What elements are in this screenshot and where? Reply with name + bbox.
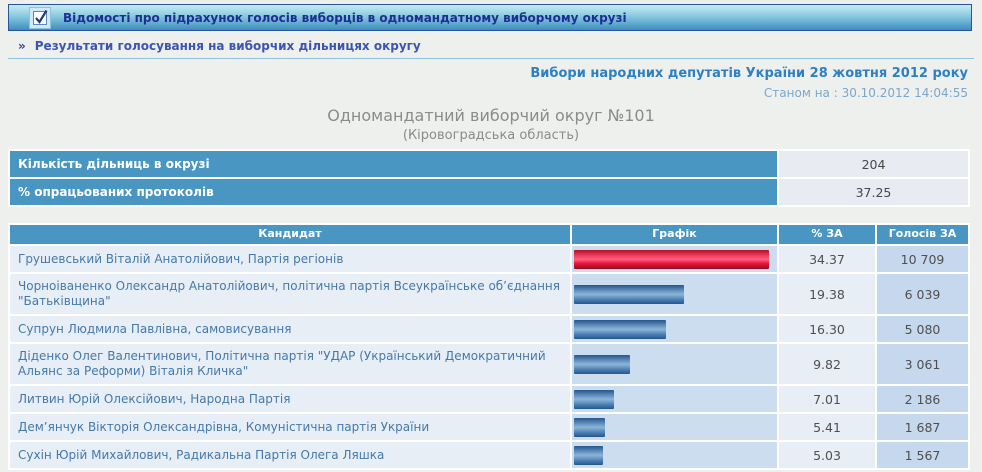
summary-value-protocols-percent: 37.25 [779,179,968,205]
table-row: Чорноіваненко Олександр Анатолійович, по… [10,274,968,314]
district-title: Одномандатний виборчий округ №101 [327,106,655,125]
percent-cell: 5.03 [779,442,875,468]
table-row: Сухін Юрій Михайлович, Радикальна Партія… [10,442,968,468]
district-region: (Кіровоградська область) [402,128,580,143]
result-bar [574,354,630,374]
result-bar [574,249,769,269]
checkbox-checked-icon [29,6,51,29]
percent-cell: 16.30 [779,316,875,342]
result-bar [574,417,605,437]
summary-table: Кількість дільниць в окрузі 204 % опраць… [8,149,970,207]
graph-cell [572,316,777,342]
graph-cell [572,344,777,384]
votes-cell: 1 687 [877,414,968,440]
page-header-bar: Відомості про підрахунок голосів виборці… [8,4,972,31]
results-table: Кандидат Графік % ЗА Голосів ЗА Грушевсь… [8,223,970,470]
table-row: Супрун Людмила Павлівна, самовисування 1… [10,316,968,342]
graph-cell [572,442,777,468]
column-header-percent: % ЗА [779,225,875,244]
percent-cell: 5.41 [779,414,875,440]
votes-cell: 6 039 [877,274,968,314]
candidate-cell: Литвин Юрій Олексійович, Народна Партія [10,386,570,412]
breadcrumb: » Результати голосування на виборчих діль… [8,39,974,59]
candidate-cell: Грушевський Віталій Анатолійович, Партія… [10,246,570,272]
table-row: Дем’янчук Вікторія Олександрівна, Комуні… [10,414,968,440]
candidate-cell: Супрун Людмила Павлівна, самовисування [10,316,570,342]
percent-cell: 19.38 [779,274,875,314]
breadcrumb-link-results[interactable]: Результати голосування на виборчих дільн… [34,39,421,53]
summary-label-protocols-percent: % опрацьованих протоколів [10,179,777,205]
votes-cell: 2 186 [877,386,968,412]
page-title: Відомості про підрахунок голосів виборці… [63,10,627,25]
breadcrumb-arrow-icon: » [18,39,26,53]
result-bar [574,445,603,465]
votes-cell: 1 567 [877,442,968,468]
candidate-cell: Сухін Юрій Михайлович, Радикальна Партія… [10,442,570,468]
summary-value-precincts: 204 [779,151,968,177]
graph-cell [572,414,777,440]
candidate-cell: Дем’янчук Вікторія Олександрівна, Комуні… [10,414,570,440]
candidate-cell: Діденко Олег Валентинович, Політична пар… [10,344,570,384]
summary-label-precincts: Кількість дільниць в окрузі [10,151,777,177]
column-header-candidate: Кандидат [10,225,570,244]
column-header-graph: Графік [572,225,777,244]
table-row: Литвин Юрій Олексійович, Народна Партія … [10,386,968,412]
percent-cell: 34.37 [779,246,875,272]
votes-cell: 3 061 [877,344,968,384]
column-header-votes: Голосів ЗА [877,225,968,244]
graph-cell [572,386,777,412]
graph-cell [572,246,777,272]
candidate-cell: Чорноіваненко Олександр Анатолійович, по… [10,274,570,314]
result-bar [574,284,684,304]
summary-row: Кількість дільниць в окрузі 204 [10,151,968,177]
as-of-timestamp: Станом на : 30.10.2012 14:04:55 [763,86,968,100]
result-bar [574,389,614,409]
district-header: Одномандатний виборчий округ №101 (Кіров… [0,106,982,143]
graph-cell [572,274,777,314]
percent-cell: 7.01 [779,386,875,412]
result-bar [574,319,667,339]
table-row: Грушевський Віталій Анатолійович, Партія… [10,246,968,272]
results-table-header: Кандидат Графік % ЗА Голосів ЗА [10,225,968,244]
table-row: Діденко Олег Валентинович, Політична пар… [10,344,968,384]
percent-cell: 9.82 [779,344,875,384]
votes-cell: 5 080 [877,316,968,342]
election-header: Вибори народних депутатів України 28 жов… [0,66,982,100]
votes-cell: 10 709 [877,246,968,272]
election-title: Вибори народних депутатів України 28 жов… [530,66,968,81]
summary-row: % опрацьованих протоколів 37.25 [10,179,968,205]
